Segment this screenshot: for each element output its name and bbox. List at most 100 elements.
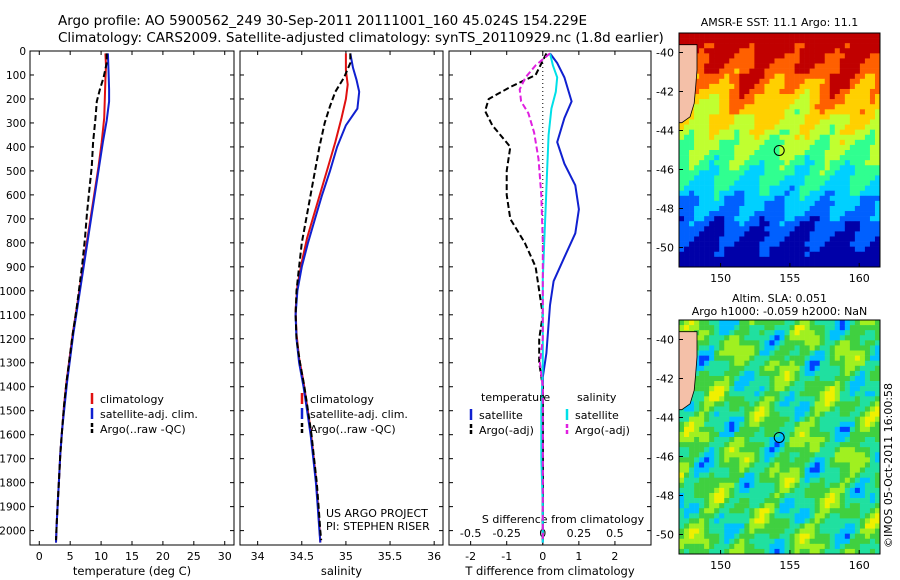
- sst-map-cell: [724, 124, 730, 130]
- sla-map-cell: [774, 442, 780, 448]
- sla-map-cell: [729, 421, 735, 428]
- sla-map-cell: [724, 426, 730, 433]
- sst-map-cell: [794, 241, 800, 247]
- sla-map-cell: [844, 518, 851, 524]
- sla-map-cell: [844, 406, 851, 412]
- sst-map-cell: [679, 185, 685, 191]
- sla-map-cell: [794, 426, 800, 433]
- sst-map-cell: [699, 251, 705, 258]
- sla-map-cell: [839, 416, 846, 423]
- sst-map-cell: [829, 33, 836, 39]
- sla-map-cell: [774, 498, 780, 504]
- sst-map-cell: [824, 94, 831, 100]
- sla-map-cell: [874, 320, 880, 326]
- sla-map-cell: [764, 396, 770, 402]
- sst-map-cell: [859, 104, 866, 110]
- sst-map-cell: [744, 211, 750, 217]
- sst-map-cell: [859, 43, 866, 49]
- sst-map-cell: [709, 256, 715, 263]
- sst-map-cell: [874, 94, 880, 100]
- sla-map-cell: [864, 492, 871, 499]
- sla-map-cell: [694, 523, 700, 529]
- sla-map-cell: [854, 330, 861, 336]
- sst-map-cell: [874, 246, 880, 253]
- sla-map-cell: [809, 462, 815, 468]
- sla-map-cell: [764, 482, 770, 489]
- sla-map-cell: [774, 370, 780, 377]
- sla-map-cell: [734, 320, 740, 326]
- sla-map-cell: [779, 330, 785, 336]
- sst-map-cell: [679, 200, 685, 207]
- sla-map-cell: [704, 437, 710, 443]
- sst-map-cell: [739, 231, 745, 237]
- sla-map-cell: [839, 386, 846, 392]
- sla-map-cell: [734, 340, 740, 346]
- sla-map-cell: [704, 330, 710, 336]
- sla-map-cell: [719, 401, 725, 407]
- sla-map-cell: [679, 543, 685, 550]
- sla-map-cell: [859, 518, 866, 524]
- sst-map-cell: [814, 180, 820, 186]
- sla-map-cell: [739, 442, 745, 448]
- sst-map-cell: [789, 226, 795, 232]
- sla-map-cell: [869, 355, 876, 361]
- sla-map-cell: [779, 523, 785, 529]
- difference-xtick-label: -2: [465, 550, 476, 563]
- sla-map-cell: [854, 518, 861, 524]
- sla-map-cell: [719, 538, 725, 545]
- sst-map-cell: [784, 78, 790, 85]
- sla-map-cell: [804, 437, 810, 443]
- sst-map-cell: [824, 150, 831, 156]
- sla-map-cell: [679, 538, 685, 545]
- sst-map-cell: [864, 58, 871, 64]
- sst-map-cell: [804, 165, 810, 171]
- sla-map-cell: [784, 487, 790, 494]
- sla-map-cell: [869, 365, 876, 372]
- sst-map-cell: [749, 195, 755, 202]
- sst-map-cell: [804, 78, 810, 85]
- sst-map-cell: [699, 160, 705, 166]
- sst-map-cell: [729, 236, 735, 242]
- sst-map-cell: [779, 195, 785, 202]
- sst-map-cell: [819, 241, 826, 247]
- sst-map-cell: [869, 150, 876, 156]
- sst-map-cell: [679, 124, 685, 130]
- sst-map-cell: [729, 221, 735, 227]
- sla-map-cell: [689, 447, 695, 453]
- sla-map-cell: [744, 345, 750, 351]
- sla-map-cell: [824, 411, 831, 417]
- sla-map-cell: [799, 457, 805, 463]
- sst-map-cell: [804, 33, 810, 39]
- sla-map-cell: [769, 482, 775, 489]
- sla-map-cell: [744, 401, 750, 407]
- sst-map-cell: [739, 221, 745, 227]
- sst-map-cell: [799, 205, 805, 212]
- sst-map-cell: [814, 134, 820, 141]
- depth-tick-label: 1900: [0, 502, 26, 514]
- sst-map-cell: [794, 205, 800, 212]
- sla-map-cell: [714, 533, 720, 540]
- sst-map-cell: [729, 231, 735, 237]
- sla-map-cell: [804, 457, 810, 463]
- sst-map-cell: [739, 48, 745, 54]
- sla-map-cell: [759, 513, 765, 519]
- sla-map-cell: [779, 381, 785, 387]
- sst-map-cell: [769, 88, 775, 95]
- sla-map-cell: [759, 457, 765, 463]
- sla-map-cell: [729, 482, 735, 489]
- sst-map-cell: [719, 139, 725, 146]
- sla-map-cell: [749, 360, 755, 367]
- sla-map-cell: [719, 528, 725, 534]
- sla-map-cell: [684, 528, 690, 534]
- sla-map-cell: [754, 320, 760, 326]
- sla-map-cell: [709, 426, 715, 433]
- sla-map-cell: [794, 391, 800, 397]
- sst-map-cell: [754, 241, 760, 247]
- sla-map-cell: [799, 350, 805, 356]
- sla-map-cell: [714, 548, 720, 554]
- sst-map-cell: [684, 134, 690, 141]
- sst-map-cell: [774, 68, 780, 74]
- sst-map-cell: [819, 200, 826, 207]
- sst-map-cell: [809, 114, 815, 120]
- sla-map-cell: [834, 335, 841, 341]
